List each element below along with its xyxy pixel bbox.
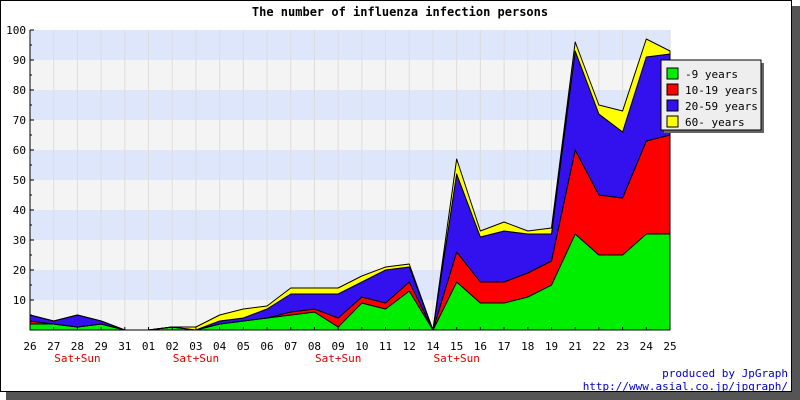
weekend-label: Sat+Sun xyxy=(315,352,361,365)
plot-band xyxy=(30,90,670,120)
area-series-4 xyxy=(29,38,671,331)
y-tick-label: 70 xyxy=(13,114,26,127)
x-tick-label: 29 xyxy=(94,340,107,353)
weekend-label: Sat+Sun xyxy=(54,352,100,365)
x-tick-label: 16 xyxy=(474,340,487,353)
legend-swatch xyxy=(666,99,679,112)
legend-swatch xyxy=(666,83,679,96)
legend-label: -9 years xyxy=(685,68,738,81)
y-tick-label: 60 xyxy=(13,144,26,157)
y-tick-label: 50 xyxy=(13,174,26,187)
x-tick-label: 08 xyxy=(308,340,321,353)
plot-band xyxy=(30,30,670,60)
x-tick-label: 05 xyxy=(237,340,250,353)
y-tick-label: 100 xyxy=(6,24,26,37)
frame-shadow-bottom xyxy=(6,392,800,400)
x-tick-label: 22 xyxy=(592,340,605,353)
x-tick-label: 11 xyxy=(379,340,392,353)
legend-label: 60- years xyxy=(685,116,745,129)
x-tick-label: 12 xyxy=(403,340,416,353)
credit-produced-by: produced by JpGraph xyxy=(662,367,788,380)
x-tick-label: 15 xyxy=(450,340,463,353)
x-tick-label: 18 xyxy=(521,340,534,353)
x-tick-label: 10 xyxy=(355,340,368,353)
x-tick-label: 24 xyxy=(640,340,654,353)
x-tick-label: 17 xyxy=(497,340,510,353)
legend-swatch xyxy=(666,67,679,80)
y-tick-label: 20 xyxy=(13,264,26,277)
x-tick-label: 23 xyxy=(616,340,629,353)
x-tick-label: 09 xyxy=(332,340,345,353)
x-tick-label: 04 xyxy=(213,340,227,353)
x-tick-label: 06 xyxy=(260,340,273,353)
series-areas xyxy=(29,38,671,331)
credit-url[interactable]: http://www.asial.co.jp/jpgraph/ xyxy=(582,380,788,393)
legend-swatch xyxy=(666,115,679,128)
weekend-label: Sat+Sun xyxy=(433,352,479,365)
weekend-labels: Sat+Sun Sat+Sun Sat+Sun Sat+Sun xyxy=(54,352,480,365)
x-tick-label: 25 xyxy=(663,340,676,353)
x-tick-label: 19 xyxy=(545,340,558,353)
x-tick-labels: 26 27 28 29 31 01 02 03 04 05 06 07 08 09 10 11 12 14 15 16… xyxy=(23,340,676,353)
x-tick-label: 03 xyxy=(189,340,202,353)
x-tick-label: 26 xyxy=(23,340,36,353)
y-tick-label: 30 xyxy=(13,234,26,247)
x-tick-label: 02 xyxy=(166,340,179,353)
legend-label: 20-59 years xyxy=(685,100,758,113)
x-tick-label: 21 xyxy=(569,340,582,353)
legend-label: 10-19 years xyxy=(685,84,758,97)
x-tick-label: 01 xyxy=(142,340,155,353)
weekend-label: Sat+Sun xyxy=(173,352,219,365)
y-tick-label: 10 xyxy=(13,294,26,307)
x-tick-label: 27 xyxy=(47,340,60,353)
y-tick-labels: 10 20 30 40 50 60 70 80 90 100 xyxy=(6,24,26,307)
x-tick-label: 14 xyxy=(426,340,440,353)
chart-title: The number of influenza infection person… xyxy=(252,5,548,19)
x-tick-label: 07 xyxy=(284,340,297,353)
x-tick-label: 31 xyxy=(118,340,131,353)
legend: -9 years 10-19 years 20-59 years 60- years xyxy=(660,59,764,133)
x-tick-label: 28 xyxy=(71,340,84,353)
frame-shadow-right xyxy=(792,6,800,400)
y-tick-label: 40 xyxy=(13,204,26,217)
axes xyxy=(29,29,671,331)
y-tick-label: 80 xyxy=(13,84,26,97)
y-tick-label: 90 xyxy=(13,54,26,67)
